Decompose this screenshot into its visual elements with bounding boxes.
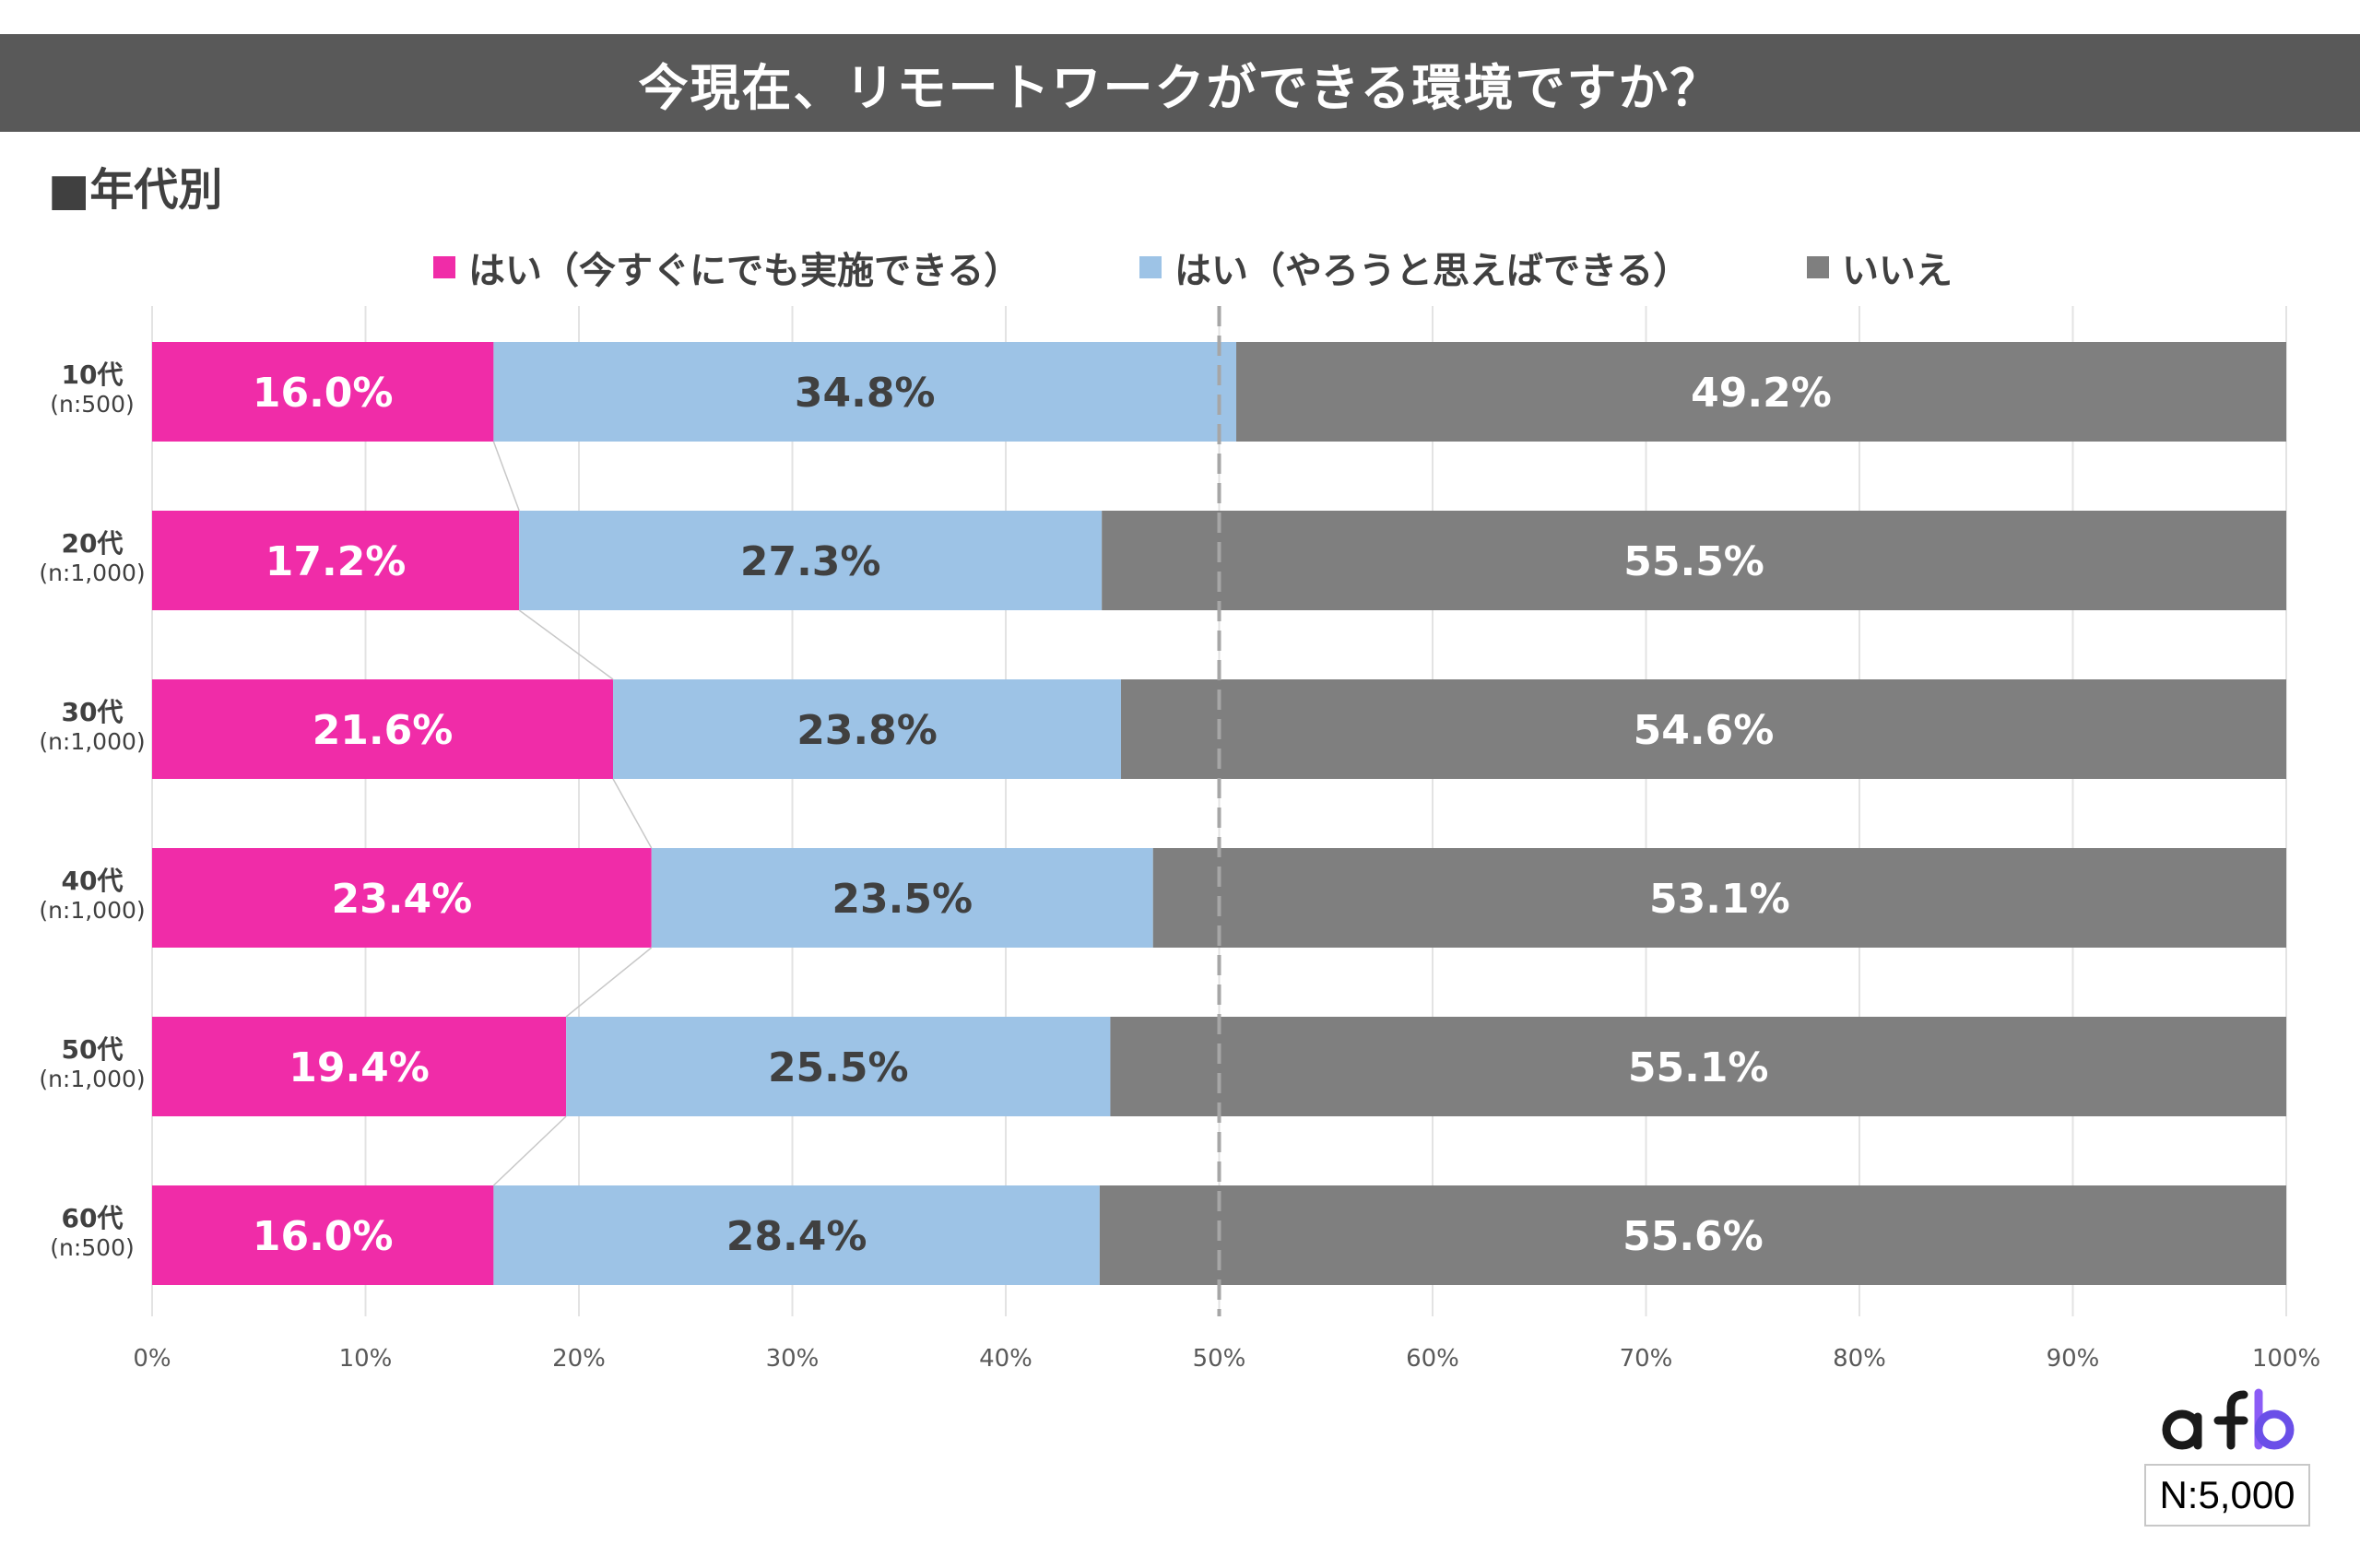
x-tick-label: 40% — [979, 1345, 1032, 1373]
data-label: 17.2% — [266, 538, 407, 585]
series-connector-line — [492, 1115, 567, 1186]
bar-segment — [519, 511, 1103, 610]
bar-segment — [1152, 848, 2286, 948]
data-label: 16.0% — [253, 1213, 394, 1260]
data-label: 25.5% — [768, 1044, 909, 1091]
category-sample-size: (n:500) — [50, 391, 135, 418]
category-label: 10代 (n:500) — [7, 360, 177, 419]
bar-segment — [651, 848, 1153, 948]
data-label: 28.4% — [726, 1213, 867, 1260]
data-label: 21.6% — [313, 707, 454, 754]
series-connector-line — [492, 441, 520, 512]
legend: はい（今すぐにでも実施できる） はい（やろうと思えばできる） いいえ — [0, 240, 2360, 295]
legend-item-possible: はい（やろうと思えばできる） — [1139, 240, 1690, 295]
x-tick-label: 30% — [766, 1345, 820, 1373]
data-label: 16.0% — [253, 370, 394, 417]
category-sample-size: (n:1,000) — [39, 897, 146, 924]
category-label: 30代 (n:1,000) — [7, 698, 177, 757]
data-label: 49.2% — [1691, 370, 1832, 417]
chart-title: 今現在、リモートワークができる環境ですか？ — [638, 58, 1722, 117]
x-tick-label: 50% — [1193, 1345, 1246, 1373]
legend-item-now: はい（今すぐにでも実施できる） — [433, 240, 1021, 295]
bar-segment — [152, 1017, 567, 1116]
x-tick-label: 0% — [133, 1345, 171, 1373]
bar-segment — [152, 1185, 494, 1285]
legend-swatch-possible — [1139, 256, 1162, 278]
series-connector-line — [518, 609, 614, 680]
data-label: 23.5% — [832, 876, 973, 923]
afb-logo-icon — [2162, 1388, 2295, 1450]
data-label: 53.1% — [1649, 876, 1790, 923]
category-name: 10代 — [61, 360, 124, 390]
legend-swatch-no — [1807, 256, 1829, 278]
data-label: 55.6% — [1622, 1213, 1764, 1260]
x-tick-label: 10% — [339, 1345, 393, 1373]
bar-segment — [1099, 1185, 2286, 1285]
x-tick-label: 20% — [552, 1345, 606, 1373]
legend-label-possible: はい（やろうと思えばできる） — [1174, 250, 1691, 292]
legend-label-now: はい（今すぐにでも実施できる） — [468, 250, 1021, 292]
bar-segment — [1102, 511, 2286, 610]
section-heading: ■年代別 — [48, 164, 223, 216]
legend-label-no: いいえ — [1842, 250, 1953, 292]
bar-segment — [1110, 1017, 2286, 1116]
category-sample-size: (n:500) — [50, 1234, 135, 1261]
x-tick-label: 60% — [1406, 1345, 1459, 1373]
sample-size-box: N:5,000 — [2144, 1464, 2310, 1527]
series-connector-line — [565, 947, 653, 1018]
bar-segment — [152, 848, 652, 948]
category-label: 60代 (n:500) — [7, 1204, 177, 1263]
bar-segment — [152, 679, 614, 779]
category-name: 30代 — [61, 697, 124, 727]
data-label: 27.3% — [740, 538, 881, 585]
chart-title-bar: 今現在、リモートワークができる環境ですか？ — [0, 34, 2360, 132]
category-name: 20代 — [61, 528, 124, 559]
data-label: 55.5% — [1623, 538, 1764, 585]
data-label: 55.1% — [1628, 1044, 1769, 1091]
x-tick-label: 90% — [2047, 1345, 2100, 1373]
data-label: 54.6% — [1634, 707, 1775, 754]
category-name: 40代 — [61, 866, 124, 896]
category-sample-size: (n:1,000) — [39, 1066, 146, 1092]
bar-segment — [1236, 342, 2286, 442]
x-tick-label: 100% — [2252, 1345, 2320, 1373]
category-label: 50代 (n:1,000) — [7, 1035, 177, 1094]
data-label: 34.8% — [795, 370, 936, 417]
bar-segment — [152, 511, 520, 610]
bar-segment — [566, 1017, 1111, 1116]
bar-segment — [493, 342, 1237, 442]
category-name: 50代 — [61, 1034, 124, 1065]
series-connector-line — [612, 778, 653, 849]
category-sample-size: (n:1,000) — [39, 728, 146, 755]
legend-swatch-now — [433, 256, 455, 278]
bar-segment — [493, 1185, 1100, 1285]
data-label: 23.8% — [796, 707, 938, 754]
data-label: 23.4% — [332, 876, 473, 923]
category-label: 40代 (n:1,000) — [7, 867, 177, 925]
data-label: 19.4% — [289, 1044, 430, 1091]
bar-segment — [152, 342, 494, 442]
bar-segment — [613, 679, 1122, 779]
category-label: 20代 (n:1,000) — [7, 529, 177, 588]
legend-item-no: いいえ — [1807, 240, 1953, 295]
bar-segment — [1121, 679, 2286, 779]
x-tick-label: 80% — [1833, 1345, 1886, 1373]
category-sample-size: (n:1,000) — [39, 560, 146, 586]
category-name: 60代 — [61, 1203, 124, 1233]
x-tick-label: 70% — [1620, 1345, 1673, 1373]
